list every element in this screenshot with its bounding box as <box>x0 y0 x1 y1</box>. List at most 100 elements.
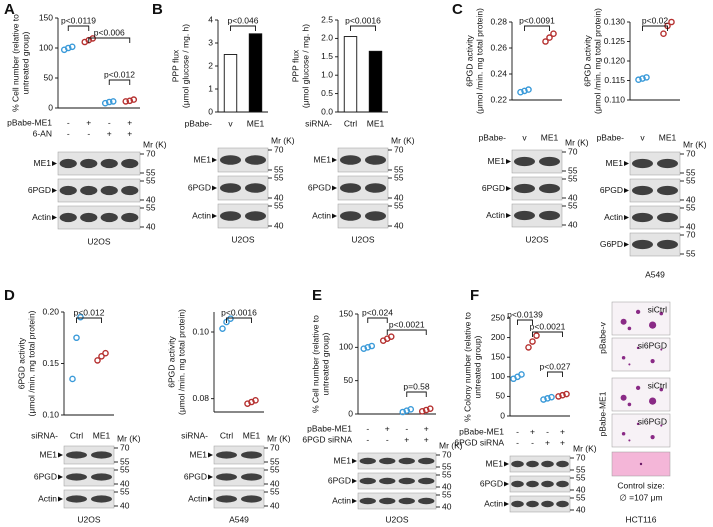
y-tick-label: 0.125 <box>604 36 626 46</box>
condition-label: 6-AN <box>33 128 52 138</box>
y-tick-label: 0.24 <box>490 68 507 78</box>
y-tick-label: 0.5 <box>321 88 333 98</box>
y-tick-label: 50 <box>496 391 506 401</box>
colony <box>636 346 640 350</box>
blot-band <box>541 460 554 468</box>
panel-letter: D <box>4 287 15 304</box>
condition-label: 6PGD siRNA <box>302 434 352 444</box>
y-tick-label: 0 <box>48 102 53 112</box>
data-point <box>77 313 84 321</box>
data-point <box>219 325 226 332</box>
blot-band <box>398 477 415 485</box>
blot-band <box>91 473 112 481</box>
colony <box>649 397 657 405</box>
blot <box>629 232 681 257</box>
marker-label: 55 <box>394 172 404 182</box>
marker-label: 55 <box>146 202 156 212</box>
y-tick-label: 150 <box>339 308 353 318</box>
blot <box>57 151 141 176</box>
blot <box>57 178 141 203</box>
y-tick-label: 2.5 <box>321 14 333 24</box>
y-tick-label: 250 <box>491 312 505 322</box>
y-axis-label: untreated group) <box>472 335 482 398</box>
cell-line: U2OS <box>351 234 374 244</box>
cell-line: A549 <box>645 269 665 279</box>
marker-label: 55 <box>568 165 578 175</box>
colony <box>620 394 627 401</box>
blot-band <box>340 183 361 193</box>
colony <box>627 326 632 331</box>
colony <box>649 321 657 329</box>
significance-bracket <box>88 37 131 43</box>
blot-band <box>657 158 678 169</box>
blot-band <box>245 183 266 193</box>
blot-band <box>359 477 376 485</box>
condition-label: pBabe-ME1 <box>7 117 52 127</box>
blot-arrow <box>208 452 213 458</box>
blot-arrow <box>52 215 57 220</box>
data-point <box>101 99 109 107</box>
condition-mark: ME1 <box>247 118 265 128</box>
colony-image <box>611 337 671 372</box>
condition-mark: - <box>516 426 519 436</box>
condition-mark: + <box>86 117 91 127</box>
significance-bracket <box>350 25 376 31</box>
marker-label: 55 <box>686 202 696 212</box>
y-tick-label: 0.20 <box>42 306 59 316</box>
row-label: pBabe-v <box>597 321 607 353</box>
marker-label: 40 <box>576 504 586 514</box>
blot-band <box>359 457 376 465</box>
data-point <box>559 391 566 399</box>
blot-band <box>365 183 386 193</box>
control-label: Control size: <box>617 480 664 490</box>
blot-band <box>59 185 77 196</box>
blot-band <box>418 477 435 485</box>
blot-band <box>556 480 569 488</box>
blot <box>63 489 115 509</box>
marker-label: 55 <box>146 175 156 185</box>
y-tick-label: 0.0 <box>321 106 333 116</box>
blot-arrow <box>504 481 509 487</box>
marker-label: 70 <box>146 148 156 158</box>
blot-band <box>216 473 237 481</box>
condition-label: pBabe- <box>479 132 507 142</box>
colony <box>650 435 655 440</box>
y-tick-label: 0 <box>348 408 353 418</box>
marker-label: 55 <box>686 175 696 185</box>
condition-mark: - <box>546 426 549 436</box>
marker-label: 40 <box>568 192 578 202</box>
y-tick-label: 1 <box>208 83 213 93</box>
data-point <box>109 98 117 105</box>
colony-image <box>611 301 671 336</box>
colony <box>660 424 663 427</box>
blot-band <box>657 212 678 223</box>
y-axis-label: (μmol /min. mg total protein) <box>474 8 484 114</box>
blot-label: ME1 <box>190 449 208 459</box>
blot-label: ME1 <box>486 458 504 468</box>
significance-label: p<0.012 <box>74 307 105 317</box>
blot-band <box>121 212 139 223</box>
blot-label: ME1 <box>40 449 58 459</box>
data-point <box>521 87 528 95</box>
data-point <box>525 86 532 93</box>
y-axis-label: 6PGD activity <box>464 35 474 87</box>
blot-label: ME1 <box>488 156 506 166</box>
data-point <box>422 406 430 414</box>
significance-bracket <box>517 319 533 325</box>
mr-label: Mr (K) <box>573 443 597 453</box>
control-colony <box>639 462 643 466</box>
significance-bracket <box>367 317 388 323</box>
marker-label: 40 <box>686 221 696 231</box>
blot <box>357 492 437 510</box>
significance-label: p<0.0021 <box>389 319 425 329</box>
blot-band <box>526 500 539 508</box>
data-point <box>533 332 540 339</box>
cell-line: U2OS <box>231 234 254 244</box>
blot <box>213 445 265 465</box>
y-tick-label: 0.115 <box>604 75 625 85</box>
marker-label: 55 <box>568 200 578 210</box>
y-axis-label: (μmol /min. mg total protein) <box>26 310 36 416</box>
blot-band <box>418 457 435 465</box>
condition-mark: - <box>531 437 534 447</box>
significance-label: p<0.046 <box>228 15 259 25</box>
